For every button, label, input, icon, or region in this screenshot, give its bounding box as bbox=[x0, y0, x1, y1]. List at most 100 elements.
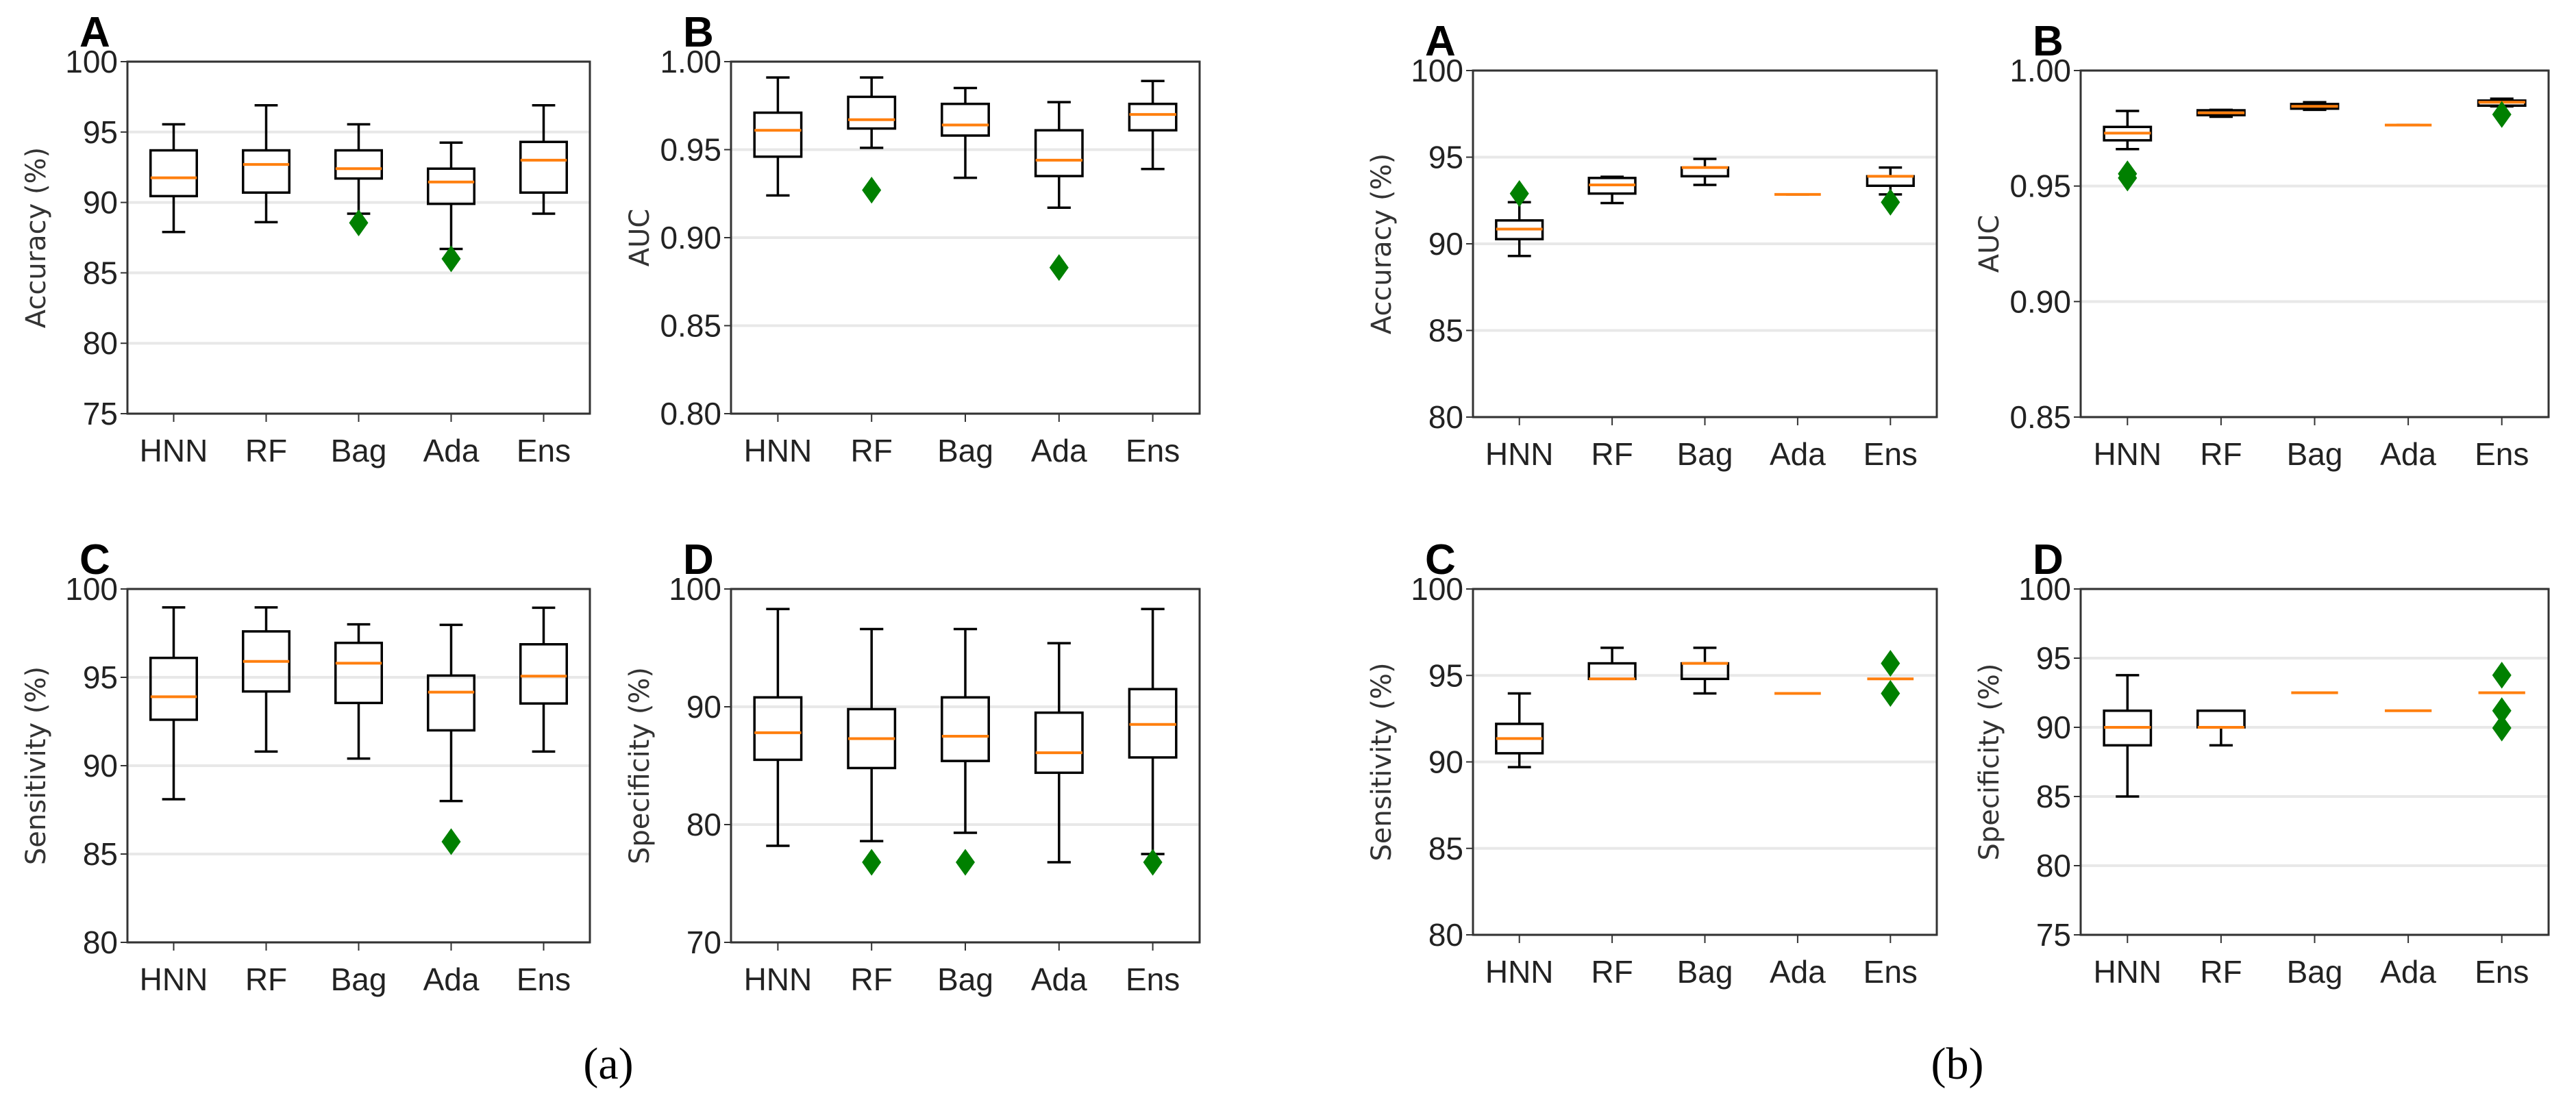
panel-letter: C bbox=[79, 536, 110, 584]
y-tick-label: 80 bbox=[83, 325, 118, 361]
x-tick-label: Ada bbox=[1770, 436, 1826, 472]
y-tick-label: 70 bbox=[686, 925, 721, 960]
box-iqr bbox=[1128, 102, 1178, 131]
panel-letter: A bbox=[79, 9, 110, 56]
outlier-marker bbox=[1143, 849, 1163, 876]
box-bag bbox=[941, 627, 990, 876]
x-tick-label: Ada bbox=[1770, 954, 1826, 990]
box-iqr bbox=[941, 102, 990, 137]
boxplot-panel-a-D: 70 80 90 100 Specificity (%) D HNN RF Bag Ada Ens bbox=[624, 536, 1201, 997]
outlier-marker bbox=[1881, 188, 1900, 216]
box-bag bbox=[1680, 158, 1730, 186]
y-tick-label: 90 bbox=[83, 185, 118, 221]
box-hnn bbox=[149, 606, 198, 801]
y-tick-label: 80 bbox=[1428, 399, 1463, 435]
panel-letter: D bbox=[683, 536, 714, 584]
box-rf bbox=[242, 606, 290, 753]
outlier-marker bbox=[862, 849, 882, 876]
box-ens bbox=[1866, 166, 1915, 216]
x-tick-label: RF bbox=[1591, 954, 1633, 990]
box-rf bbox=[242, 103, 290, 224]
x-tick-label: Ada bbox=[2380, 436, 2436, 472]
y-tick-label: 100 bbox=[65, 44, 118, 79]
y-axis-label: Accuracy (%) bbox=[1366, 153, 1398, 335]
box-bag bbox=[334, 623, 383, 760]
x-tick-label: Ens bbox=[1863, 436, 1918, 472]
boxplot-panel-a-C: 80 85 90 95 100 Sensitivity (%) C HNN RF Bag Ada En… bbox=[21, 536, 591, 997]
x-tick-label: RF bbox=[245, 962, 287, 997]
x-tick-label: Bag bbox=[937, 433, 993, 468]
y-tick-label: 95 bbox=[83, 660, 118, 695]
x-tick-label: HNN bbox=[744, 962, 813, 997]
x-tick-label: RF bbox=[851, 962, 893, 997]
box-iqr bbox=[847, 95, 897, 130]
box-bag bbox=[1680, 647, 1730, 695]
box-ens bbox=[1867, 649, 1914, 707]
x-tick-label: Bag bbox=[331, 433, 387, 468]
y-tick-label: 80 bbox=[1428, 917, 1463, 953]
y-tick-label: 90 bbox=[83, 748, 118, 783]
box-rf bbox=[1587, 175, 1637, 205]
box-ada bbox=[1034, 642, 1084, 864]
box-iqr bbox=[1034, 711, 1084, 775]
box-hnn bbox=[1495, 180, 1544, 258]
x-tick-label: Bag bbox=[2287, 436, 2343, 472]
x-tick-label: HNN bbox=[2093, 954, 2162, 990]
box-iqr bbox=[334, 641, 383, 705]
box-rf bbox=[2196, 710, 2246, 747]
x-tick-label: Ada bbox=[423, 433, 480, 468]
boxplot-panel-b-B: 0.85 0.90 0.95 1.00 AUC B HNN RF Bag Ada Ens bbox=[1974, 18, 2550, 472]
panel-letter: B bbox=[683, 9, 714, 56]
x-tick-label: Ada bbox=[1031, 433, 1087, 468]
x-tick-label: Ens bbox=[1126, 433, 1180, 468]
y-tick-label: 0.95 bbox=[2009, 168, 2071, 204]
box-iqr bbox=[1866, 175, 1915, 187]
y-tick-label: 85 bbox=[1428, 313, 1463, 349]
y-tick-label: 0.85 bbox=[660, 308, 721, 344]
box-iqr bbox=[149, 656, 198, 721]
y-tick-label: 80 bbox=[2036, 848, 2071, 883]
y-tick-label: 90 bbox=[686, 689, 721, 725]
y-axis-label: Specificity (%) bbox=[624, 667, 656, 864]
boxplot-panel-b-C: 80 85 90 95 100 Sensitivity (%) C HNN RF Bag Ada En… bbox=[1366, 536, 1938, 990]
y-axis-label: Accuracy (%) bbox=[21, 147, 52, 329]
y-tick-label: 95 bbox=[2036, 640, 2071, 676]
box-hnn bbox=[149, 123, 198, 234]
y-tick-label: 85 bbox=[83, 836, 118, 872]
y-tick-label: 95 bbox=[1428, 657, 1463, 693]
y-tick-label: 80 bbox=[686, 807, 721, 842]
y-axis-label: Specificity (%) bbox=[1974, 663, 2005, 860]
outlier-marker bbox=[441, 828, 461, 855]
y-tick-label: 85 bbox=[83, 255, 118, 290]
outlier-marker bbox=[1881, 679, 1900, 707]
y-tick-label: 95 bbox=[83, 114, 118, 150]
y-tick-label: 100 bbox=[1411, 571, 1463, 607]
box-ada bbox=[427, 141, 475, 273]
x-tick-label: Ens bbox=[517, 433, 571, 468]
x-tick-label: RF bbox=[245, 433, 287, 468]
x-tick-label: Ada bbox=[423, 962, 480, 997]
x-tick-label: Ens bbox=[2475, 436, 2529, 472]
box-iqr bbox=[1034, 129, 1084, 177]
box-rf bbox=[1587, 647, 1637, 681]
box-iqr bbox=[334, 149, 383, 180]
x-tick-label: Bag bbox=[2287, 954, 2343, 990]
y-tick-label: 95 bbox=[1428, 140, 1463, 175]
box-ens bbox=[519, 103, 568, 215]
box-rf bbox=[847, 627, 897, 876]
outlier-marker bbox=[1049, 254, 1069, 281]
box-ens bbox=[1128, 79, 1178, 171]
y-tick-label: 85 bbox=[2036, 779, 2071, 814]
y-tick-label: 75 bbox=[2036, 917, 2071, 953]
y-tick-label: 0.80 bbox=[660, 396, 721, 431]
x-tick-label: Bag bbox=[937, 962, 993, 997]
y-axis-label: AUC bbox=[624, 209, 656, 267]
plot-frame bbox=[126, 60, 591, 415]
outlier-marker bbox=[1881, 649, 1900, 677]
y-tick-label: 100 bbox=[1411, 53, 1463, 88]
outlier-marker bbox=[441, 245, 461, 273]
panel-letter: C bbox=[1425, 536, 1456, 584]
x-tick-label: RF bbox=[851, 433, 893, 468]
box-bag bbox=[941, 86, 990, 179]
x-tick-label: Ens bbox=[2475, 954, 2529, 990]
